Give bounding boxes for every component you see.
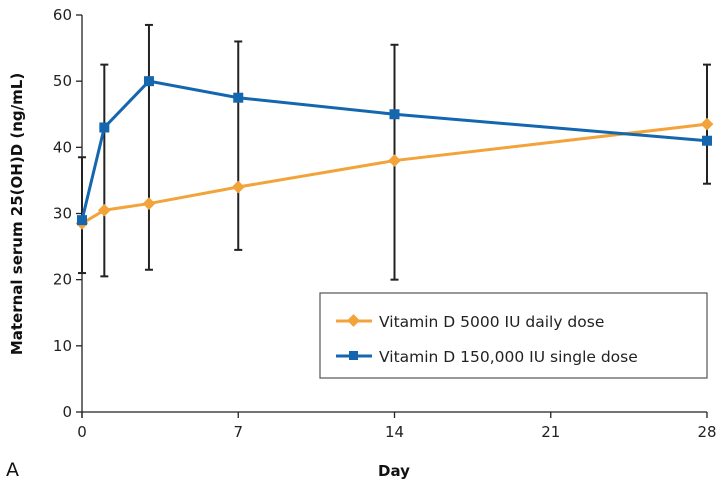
legend-marker-diamond <box>347 314 360 327</box>
legend-box <box>319 292 708 379</box>
y-tick-label: 40 <box>53 138 72 156</box>
series-line-1 <box>80 79 708 221</box>
y-tick-label: 10 <box>53 337 72 355</box>
data-point-square <box>143 76 154 87</box>
data-point-diamond <box>700 117 714 131</box>
data-point-diamond <box>142 197 156 210</box>
x-tick-label: 28 <box>697 423 716 441</box>
data-point-diamond <box>231 180 245 194</box>
legend-label-single: Vitamin D 150,000 IU single dose <box>379 348 638 366</box>
y-tick-label: 20 <box>53 271 72 289</box>
x-tick-label: 14 <box>385 423 404 441</box>
x-tick-label: 21 <box>541 423 560 441</box>
x-axis-label: Day <box>378 462 410 480</box>
data-point-square <box>77 215 87 226</box>
y-axis-label: Maternal serum 25(OH)D (ng/mL) <box>8 73 26 355</box>
data-point-square <box>389 109 400 120</box>
data-point-square <box>233 92 244 103</box>
data-point-diamond <box>388 154 401 167</box>
y-tick-label: 0 <box>62 403 72 421</box>
data-point-diamond <box>97 203 111 217</box>
data-point-square <box>99 122 110 133</box>
legend: Vitamin D 5000 IU daily dose Vitamin D 1… <box>319 292 708 379</box>
x-tick-label: 7 <box>233 423 243 441</box>
panel-label: A <box>6 459 19 481</box>
x-tick-label: 0 <box>77 423 87 441</box>
y-tick-label: 60 <box>53 6 72 24</box>
y-tick-label: 30 <box>53 205 72 223</box>
y-tick-label: 50 <box>53 72 72 90</box>
data-point-square <box>702 135 712 146</box>
legend-label-daily: Vitamin D 5000 IU daily dose <box>379 313 604 331</box>
legend-marker-square <box>349 351 358 360</box>
